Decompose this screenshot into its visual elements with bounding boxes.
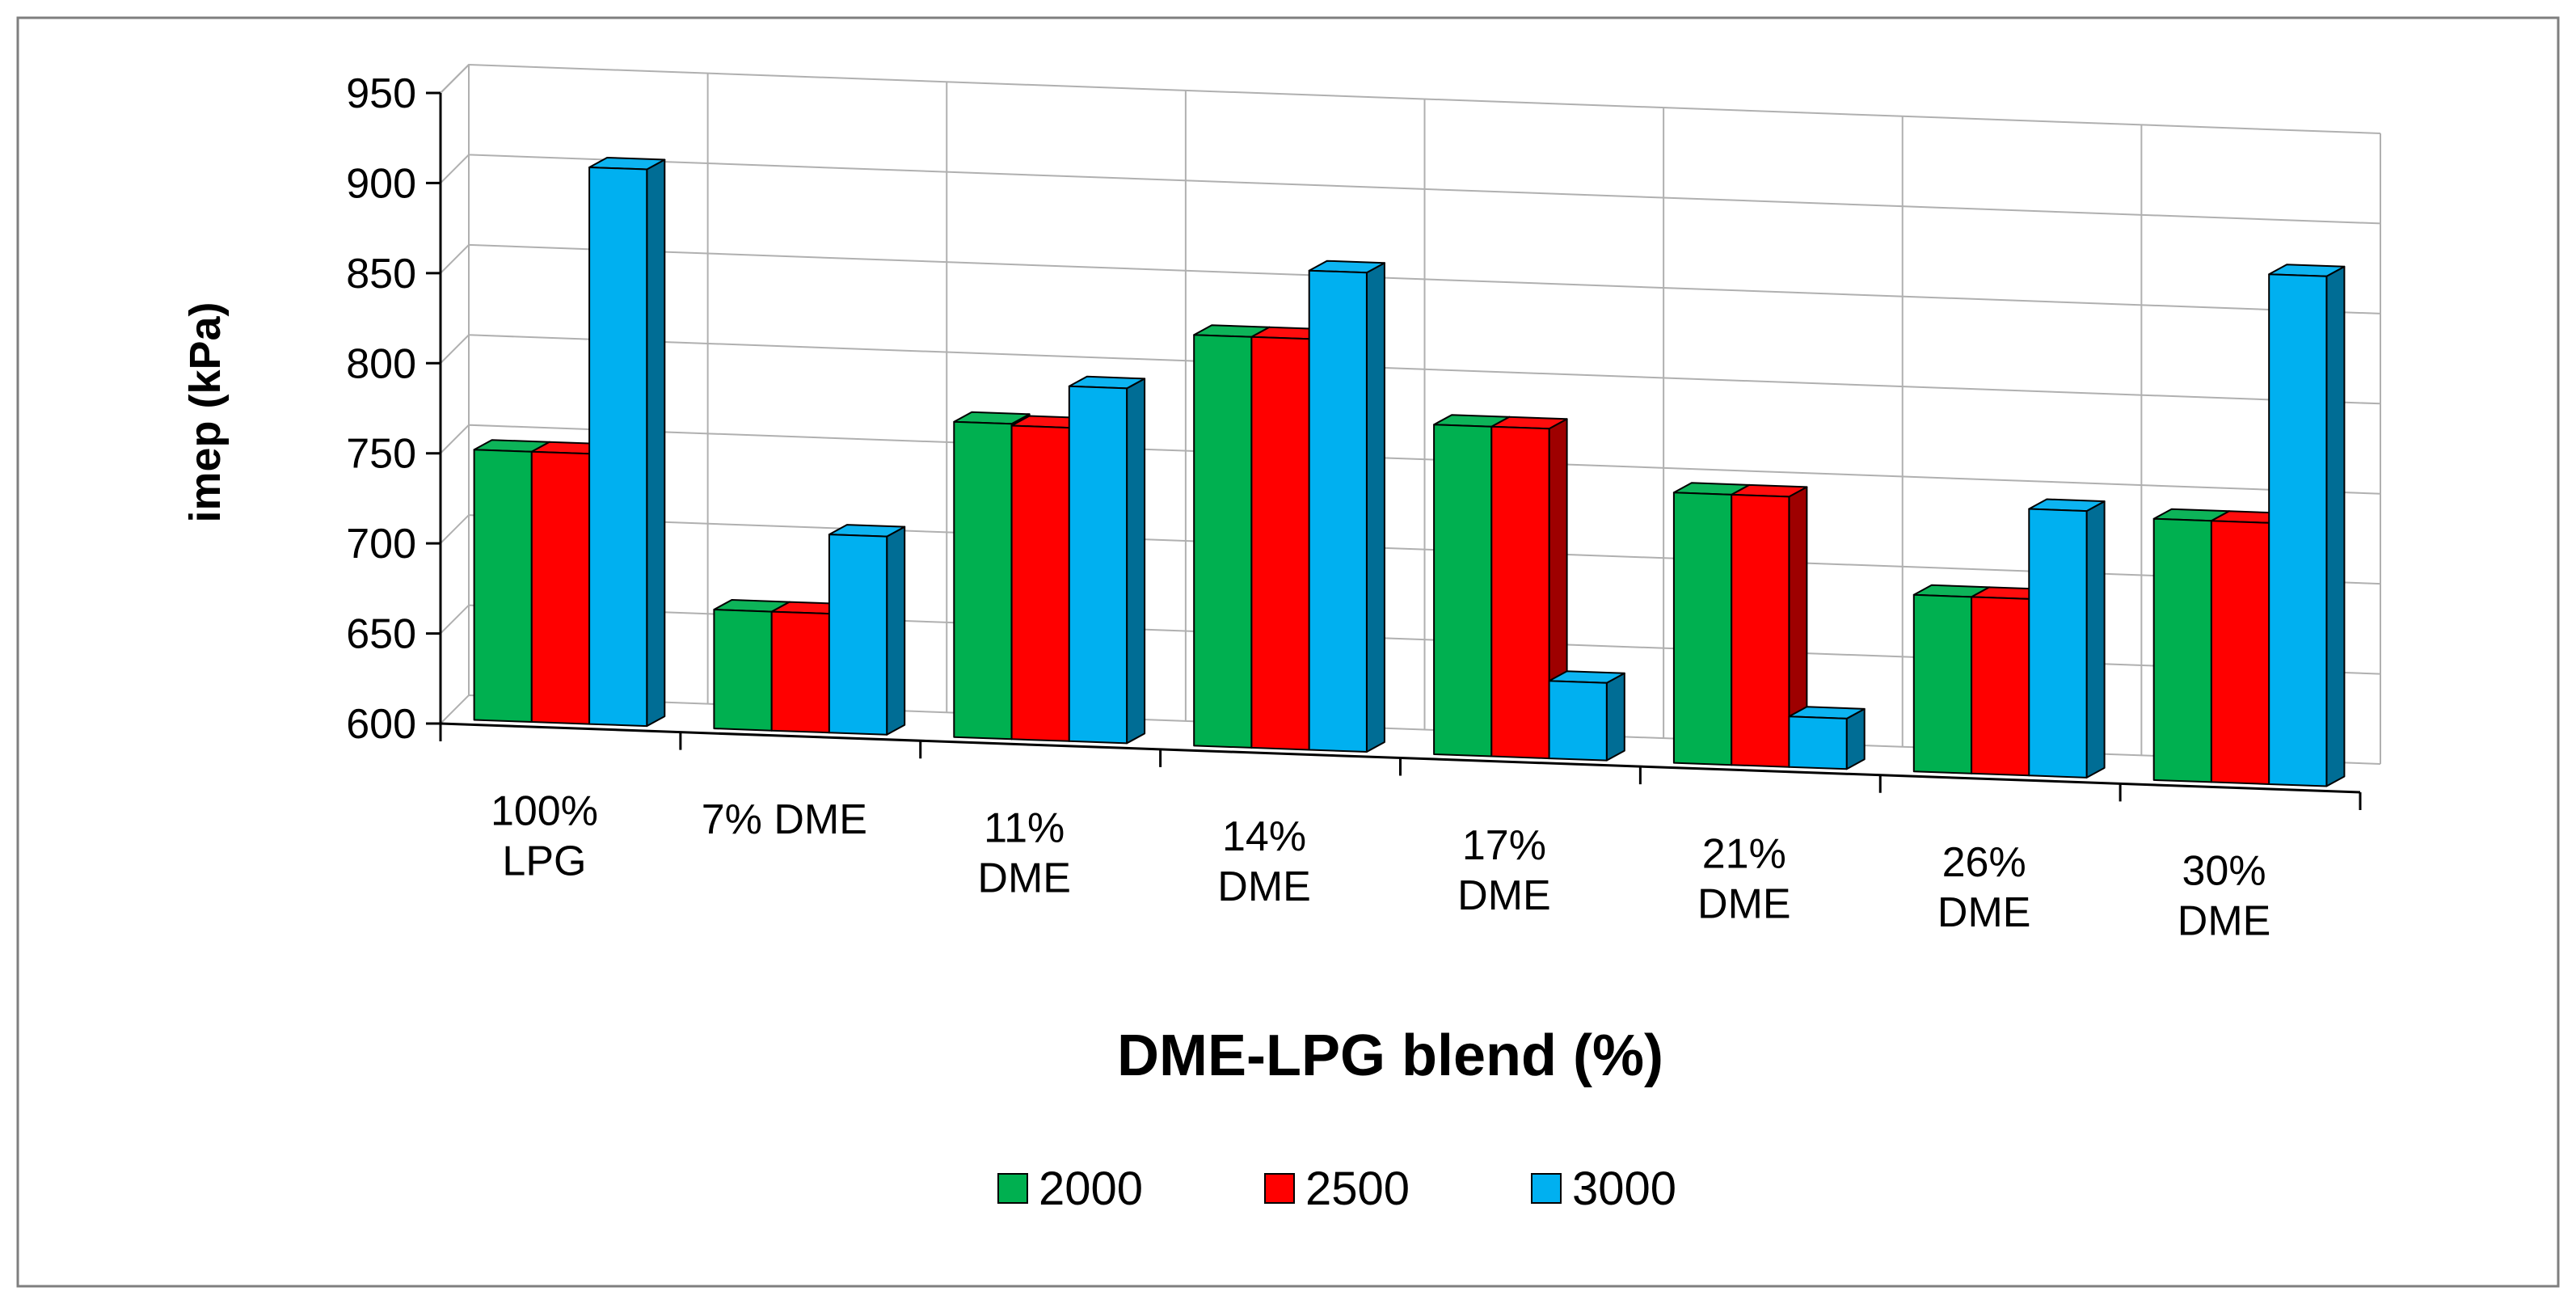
- bar-3000-7: [2268, 264, 2346, 787]
- legend-entry-2000: 2000: [997, 1163, 1143, 1215]
- side-wall-edge: [440, 64, 470, 94]
- bar-3000-3: [1308, 260, 1385, 753]
- legend-entry-3000: 3000: [1531, 1163, 1676, 1215]
- bar-3000-2: [1068, 375, 1146, 745]
- y-tick-label: 850: [346, 251, 416, 298]
- x-category-label: 17% DME: [1457, 822, 1551, 919]
- x-category-label: 26% DME: [1937, 839, 2031, 936]
- axes: [426, 91, 2362, 810]
- x-category-label: 21% DME: [1697, 830, 1791, 927]
- legend-swatch: [997, 1173, 1028, 1204]
- legend-swatch: [1264, 1173, 1295, 1204]
- x-category-labels: 100% LPG 7% DME 11% DME 14% DME 17% DME 21% DME 26%…: [491, 787, 2270, 944]
- bar-3000-4: [1548, 670, 1625, 762]
- x-category-label: 11% DME: [977, 805, 1071, 902]
- bar-3000-6: [2028, 498, 2106, 779]
- legend-label: 2000: [1039, 1163, 1143, 1215]
- y-tick-label: 750: [346, 431, 416, 478]
- y-axis-title: imep (kPa): [181, 302, 230, 522]
- x-category-label: 14% DME: [1217, 813, 1311, 910]
- y-tick-label: 950: [346, 70, 416, 117]
- y-tick-label: 600: [346, 701, 416, 748]
- x-category-label: 100% LPG: [491, 787, 598, 884]
- legend-label: 2500: [1305, 1163, 1410, 1215]
- y-tick-label: 800: [346, 340, 416, 387]
- y-tick-labels: 600 650 700 750 800 850 900 950: [346, 70, 416, 748]
- bar-3000-0: [588, 157, 666, 728]
- bars: [473, 157, 2346, 787]
- legend-swatch: [1531, 1173, 1562, 1204]
- x-category-label: 30% DME: [2178, 848, 2271, 945]
- bar-3000-1: [828, 524, 906, 736]
- y-tick-label: 900: [346, 160, 416, 207]
- bar-2500-4: [1490, 416, 1568, 760]
- y-tick-label: 650: [346, 611, 416, 658]
- legend-label: 3000: [1572, 1163, 1676, 1215]
- legend: 2000 2500 3000: [997, 1163, 1676, 1215]
- legend-entry-2500: 2500: [1264, 1163, 1410, 1215]
- x-category-label: 7% DME: [702, 796, 867, 843]
- x-axis-title: DME-LPG blend (%): [1117, 1023, 1663, 1088]
- bar-3000-5: [1788, 706, 1866, 770]
- bar-2500-5: [1731, 483, 1808, 768]
- y-tick-label: 700: [346, 521, 416, 568]
